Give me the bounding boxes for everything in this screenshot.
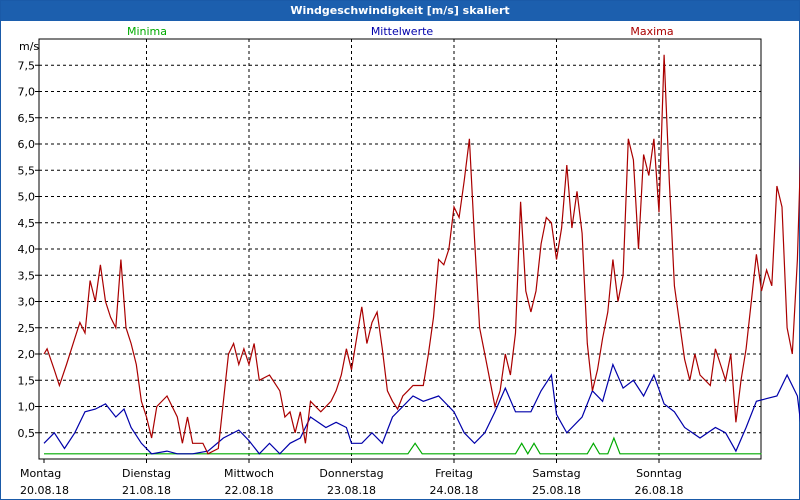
y-tick-label: 3,0 — [18, 296, 36, 309]
legend-mittelwerte: Mittelwerte — [371, 25, 434, 38]
y-tick-label: 2,0 — [18, 348, 36, 361]
x-tick-weekday: Freitag — [435, 467, 473, 480]
x-tick-date: 23.08.18 — [327, 484, 376, 497]
series-lines — [43, 54, 800, 455]
x-tick-date: 26.08.18 — [635, 484, 684, 497]
y-tick-label: 0,5 — [18, 427, 36, 440]
series-line-mittelwerte — [43, 362, 800, 455]
x-tick-date: 24.08.18 — [430, 484, 479, 497]
window-title: Windgeschwindigkeit [m/s] skaliert — [1, 1, 799, 21]
y-tick-label: 4,0 — [18, 243, 36, 256]
y-axis-ticks: 0,5 1,0 1,5 2,0 2,5 3,0 3,5 4,0 4,5 5,0 5,5 6,0 6,5 7… — [18, 59, 39, 440]
y-tick-label: 1,5 — [18, 374, 36, 387]
x-tick-date: 25.08.18 — [532, 484, 581, 497]
x-axis-ticks: Montag 20.08.18 Dienstag 21.08.18 Mittwoch 22… — [20, 459, 683, 497]
series-line-maxima — [43, 54, 800, 455]
y-axis-label: m/s — [19, 40, 39, 53]
y-tick-label: 2,5 — [18, 322, 36, 335]
y-tick-label: 5,5 — [18, 164, 36, 177]
x-tick-weekday: Donnerstag — [319, 467, 383, 480]
x-tick-weekday: Mittwoch — [224, 467, 274, 480]
y-tick-label: 6,0 — [18, 138, 36, 151]
y-tick-label: 1,0 — [18, 401, 36, 414]
x-tick-weekday: Samstag — [532, 467, 580, 480]
y-tick-label: 3,5 — [18, 269, 36, 282]
x-tick-weekday: Sonntag — [636, 467, 682, 480]
x-tick-date: 21.08.18 — [122, 484, 171, 497]
x-tick-weekday: Dienstag — [122, 467, 171, 480]
legend-minima: Minima — [127, 25, 167, 38]
y-tick-label: 7,0 — [18, 86, 36, 99]
x-tick-date: 20.08.18 — [20, 484, 69, 497]
y-tick-label: 4,5 — [18, 217, 36, 230]
y-tick-label: 6,5 — [18, 112, 36, 125]
series-line-minima — [44, 436, 762, 455]
y-tick-label: 7,5 — [18, 59, 36, 72]
y-tick-label: 5,0 — [18, 191, 36, 204]
x-tick-date: 22.08.18 — [225, 484, 274, 497]
grid — [39, 39, 761, 459]
x-tick-weekday: Montag — [20, 467, 61, 480]
legend-maxima: Maxima — [630, 25, 673, 38]
